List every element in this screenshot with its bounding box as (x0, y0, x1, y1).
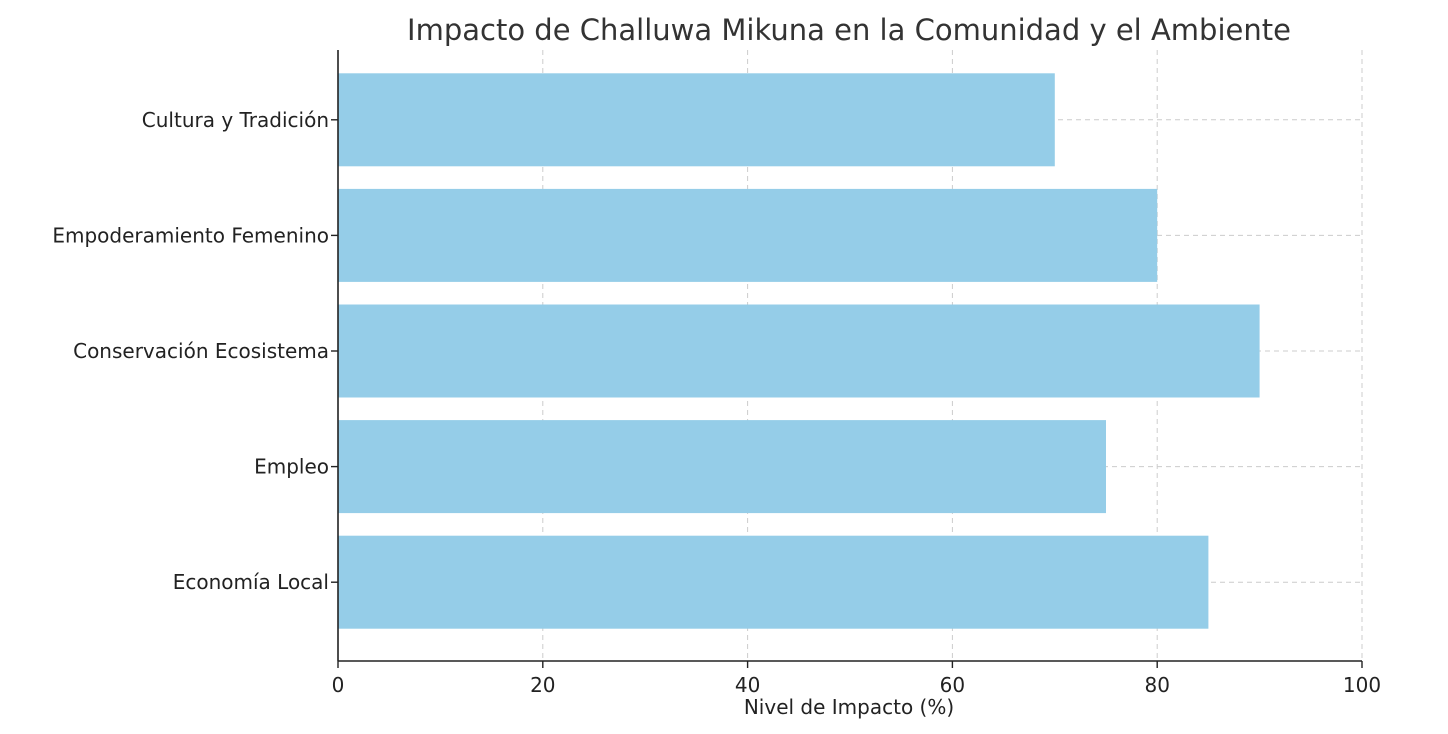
bars (338, 73, 1260, 629)
y-axis-ticks: Economía Local Empleo Conservación Ecosist… (52, 108, 338, 594)
y-tick-label: Empleo (254, 455, 329, 479)
x-axis-ticks: 0 20 40 60 80 100 (332, 661, 1381, 697)
x-tick-label: 20 (530, 673, 555, 697)
y-tick-label: Economía Local (173, 570, 329, 594)
x-tick-label: 0 (332, 673, 345, 697)
y-tick-label: Cultura y Tradición (142, 108, 329, 132)
y-tick-label: Empoderamiento Femenino (52, 223, 329, 247)
y-tick-label: Conservación Ecosistema (73, 339, 329, 363)
x-tick-label: 80 (1144, 673, 1169, 697)
x-tick-label: 60 (940, 673, 965, 697)
bar (338, 188, 1158, 282)
bar (338, 304, 1260, 398)
x-tick-label: 40 (735, 673, 760, 697)
x-tick-label: 100 (1343, 673, 1381, 697)
bar (338, 73, 1055, 167)
x-axis-label: Nivel de Impacto (%) (744, 695, 954, 719)
bar (338, 420, 1106, 514)
chart-title: Impacto de Challuwa Mikuna en la Comunid… (407, 13, 1291, 47)
bar (338, 535, 1209, 629)
